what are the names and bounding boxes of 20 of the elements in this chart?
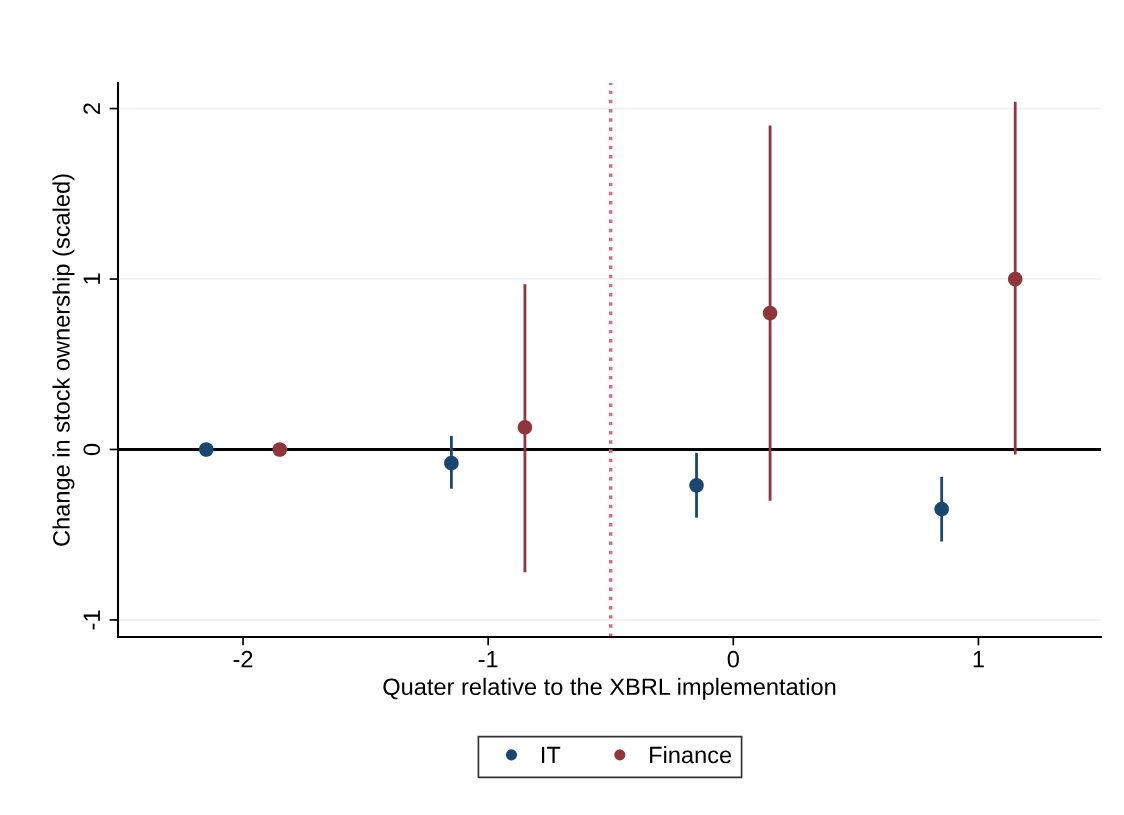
x-tick-label: 0 — [727, 650, 739, 668]
y-tick-label: 1 — [83, 273, 100, 284]
x-tick-label: -1 — [478, 651, 498, 668]
point — [1007, 271, 1023, 287]
point — [444, 455, 459, 471]
x-tick-label: -2 — [233, 650, 253, 668]
point — [934, 501, 949, 517]
legend-label: Finance — [650, 745, 732, 764]
y-tick-label: -1 — [83, 610, 100, 630]
point — [762, 305, 778, 321]
point — [272, 442, 288, 457]
y-axis-title: Change in stock ownership (scaled) — [52, 174, 75, 546]
y-tick-label: 0 — [83, 443, 101, 456]
point — [689, 478, 704, 493]
point — [198, 442, 214, 457]
x-axis-title: Quater relative to the XBRL implementation — [383, 677, 836, 700]
x-tick-label: 1 — [973, 651, 984, 668]
point — [517, 420, 533, 435]
y-tick-label: 2 — [83, 103, 100, 114]
legend-label: IT — [541, 746, 561, 764]
